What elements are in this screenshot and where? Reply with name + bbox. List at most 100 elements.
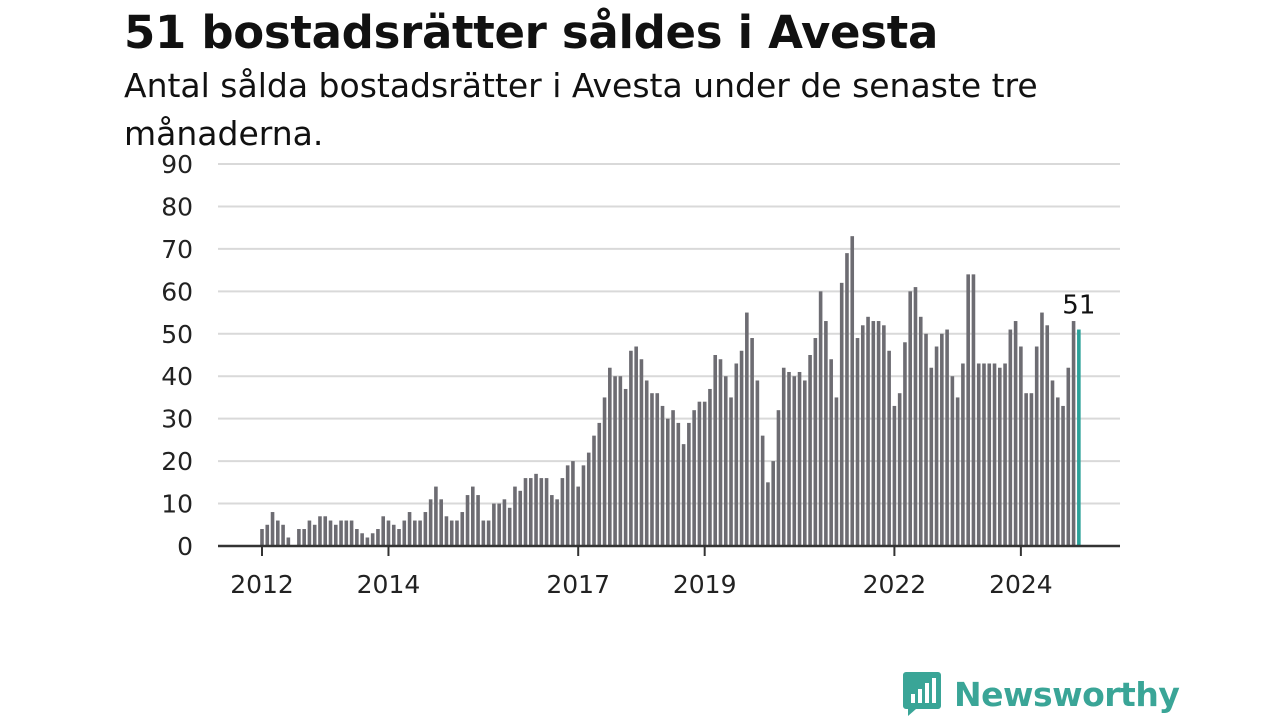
bar [1045,325,1050,546]
bar [940,333,944,546]
bar [903,342,907,546]
bar [586,452,591,546]
bar [929,367,934,546]
bar [1019,346,1023,546]
bar [876,321,881,546]
bar [913,287,918,546]
bar [808,355,812,546]
bar [818,291,823,546]
bar [629,350,633,546]
bar [855,338,860,546]
bar [1003,363,1007,546]
bar [270,512,275,546]
bar [613,376,617,546]
bar [523,478,528,546]
bar [829,359,833,546]
bar [407,512,412,546]
bar [955,397,960,546]
bar [360,533,364,546]
bar [339,520,343,546]
bar [945,329,949,546]
bar [260,529,264,546]
bar [702,401,707,546]
bar [634,346,638,546]
bar [423,512,428,546]
bar [987,363,992,546]
bar [471,486,475,546]
bar [413,520,417,546]
chart-subtitle: Antal sålda bostadsrätter i Avesta under… [124,66,1038,153]
bar [528,478,533,546]
bar [766,482,770,546]
bar [550,495,554,546]
x-tick-label: 2022 [863,570,927,599]
bar [581,465,586,546]
bar [1040,312,1044,546]
bar [1013,321,1018,546]
chart-title: 51 bostadsrätter såldes i Avesta [124,6,939,59]
bar [592,435,596,546]
bar [486,520,491,546]
bar [1071,321,1076,546]
bar [1008,329,1013,546]
bar [797,371,802,546]
bar [660,405,665,546]
bar [418,520,422,546]
bar [265,524,270,546]
bar [739,350,744,546]
x-tick-label: 2019 [673,570,737,599]
bar [718,359,723,546]
bar [439,499,443,546]
bar [723,376,728,546]
bar [971,274,976,546]
bar [507,507,512,546]
bar [397,529,401,546]
bar [755,380,760,546]
bar [676,422,681,546]
bar [428,499,433,546]
bar [897,393,902,546]
bar [449,520,454,546]
bar [513,486,517,546]
bars [260,236,1081,546]
bar [934,346,939,546]
newsworthy-chart-icon [903,672,941,716]
bar [671,410,675,546]
bar [982,363,986,546]
bar [555,499,559,546]
bar [908,291,913,546]
bar [745,312,749,546]
bar [776,410,781,546]
bar [534,473,538,546]
bar [576,486,580,546]
bar [992,363,997,546]
highlight-bar [1077,329,1081,546]
bar [560,478,565,546]
bar [333,524,338,546]
bar [602,397,607,546]
bar [834,397,839,546]
bar [312,524,317,546]
bar [803,380,807,546]
bar [792,376,797,546]
bar [692,410,696,546]
bar [376,529,380,546]
bar [681,444,686,546]
y-tick-label: 90 [161,150,193,179]
bar [650,393,654,546]
bar [492,503,496,546]
bar [966,274,970,546]
y-tick-label: 30 [161,405,193,434]
bar [1055,397,1060,546]
bar [608,367,612,546]
bar [665,418,670,546]
bar [892,405,897,546]
bar [1066,367,1071,546]
bar [771,461,775,546]
y-tick-label: 50 [161,320,193,349]
bar [544,478,549,546]
bar [781,367,786,546]
bar [845,253,849,546]
bar [391,524,396,546]
bar [349,520,354,546]
